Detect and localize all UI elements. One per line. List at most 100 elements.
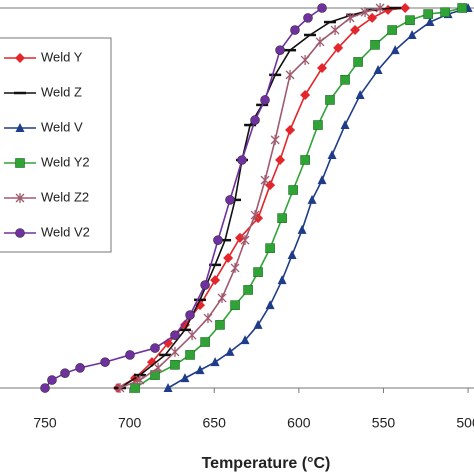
marker — [345, 12, 355, 23]
marker — [237, 155, 247, 165]
marker — [307, 194, 317, 204]
marker — [195, 365, 205, 375]
marker — [47, 375, 57, 385]
marker — [260, 95, 270, 105]
marker — [387, 25, 397, 35]
series — [130, 3, 467, 393]
marker — [317, 63, 328, 74]
marker — [130, 383, 140, 393]
legend-box — [0, 37, 112, 253]
marker — [353, 57, 363, 67]
marker — [407, 29, 417, 39]
x-tick-label: 650 — [203, 415, 227, 431]
marker — [240, 335, 250, 345]
marker — [230, 262, 240, 273]
x-tick-label: 550 — [372, 415, 396, 431]
marker — [405, 15, 415, 25]
marker — [340, 75, 350, 85]
x-tick-label: 500 — [456, 415, 474, 431]
marker — [350, 25, 361, 36]
marker — [355, 90, 365, 100]
marker — [250, 115, 260, 125]
marker — [300, 90, 311, 101]
marker — [287, 250, 297, 259]
series — [163, 3, 473, 392]
marker — [163, 383, 173, 392]
marker — [153, 362, 163, 373]
marker — [250, 210, 260, 221]
marker — [265, 300, 275, 310]
marker — [225, 195, 235, 205]
marker — [367, 12, 378, 23]
marker — [327, 150, 337, 160]
marker — [340, 120, 350, 130]
marker — [313, 120, 323, 130]
marker — [303, 13, 313, 23]
marker — [217, 292, 227, 303]
marker — [423, 9, 433, 19]
marker — [373, 64, 383, 74]
marker — [125, 350, 135, 360]
legend-label: Weld Z — [41, 84, 82, 99]
marker — [203, 313, 213, 324]
marker — [265, 243, 275, 253]
marker — [325, 95, 335, 105]
legend-label: Weld Y — [41, 49, 83, 64]
marker — [215, 320, 225, 330]
x-tick-label: 700 — [118, 415, 142, 431]
marker — [15, 158, 25, 168]
legend-label: Weld V2 — [41, 224, 90, 239]
marker — [317, 175, 327, 185]
marker — [315, 36, 325, 47]
marker — [383, 4, 394, 15]
marker — [300, 155, 310, 165]
marker — [375, 3, 385, 13]
marker — [400, 3, 411, 13]
marker — [170, 330, 180, 340]
legend: Weld Y Weld Z Weld V Weld Y2 Weld Z2 Weld V2 — [0, 37, 112, 253]
marker — [317, 3, 327, 13]
marker — [390, 45, 400, 55]
marker — [330, 25, 340, 36]
x-tick-label: 750 — [33, 415, 57, 431]
marker — [115, 383, 125, 393]
marker — [277, 275, 287, 285]
marker — [300, 55, 310, 66]
marker — [15, 193, 25, 203]
x-tick-label: 600 — [287, 415, 311, 431]
marker — [40, 383, 50, 393]
marker — [285, 124, 296, 135]
marker — [360, 7, 370, 18]
series-line — [119, 7, 381, 389]
marker — [275, 155, 286, 165]
marker — [179, 319, 190, 330]
legend-label: Weld V — [41, 119, 83, 134]
marker — [213, 235, 223, 245]
series — [115, 3, 385, 393]
marker — [425, 17, 435, 27]
marker — [15, 53, 25, 63]
marker — [230, 300, 240, 310]
marker — [297, 224, 307, 234]
marker — [225, 346, 235, 356]
marker — [290, 25, 300, 35]
marker — [457, 3, 467, 13]
marker — [277, 213, 287, 223]
marker — [170, 360, 180, 370]
marker — [440, 7, 450, 17]
marker — [240, 235, 250, 246]
series — [40, 3, 327, 393]
marker — [185, 350, 195, 360]
marker — [285, 69, 295, 80]
marker — [187, 330, 197, 341]
legend-label: Weld Z2 — [41, 189, 89, 204]
marker — [200, 280, 210, 290]
marker — [100, 357, 110, 367]
marker — [234, 232, 245, 243]
marker — [150, 343, 160, 353]
marker — [260, 175, 270, 186]
series-line — [117, 7, 406, 389]
series — [112, 3, 411, 393]
legend-label: Weld Y2 — [41, 154, 90, 169]
